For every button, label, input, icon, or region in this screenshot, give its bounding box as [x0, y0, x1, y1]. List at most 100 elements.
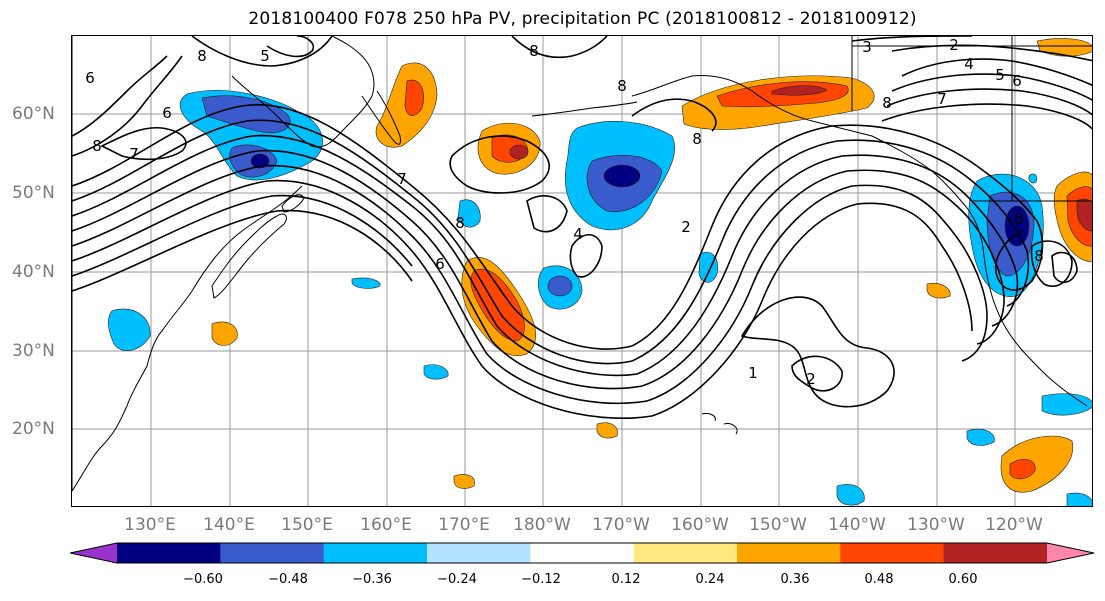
pv-contour — [100, 126, 187, 161]
colorbar-tick-label: 0.24 — [695, 572, 725, 587]
colorbar-tick-label: 0.36 — [780, 572, 810, 587]
map-canvas: 6 8 5 6 8 7 8 8 3 2 4 5 6 7 8 8 7 6 4 2 … — [72, 36, 1092, 506]
coastline-hawaii — [701, 413, 738, 435]
precip-blob — [596, 422, 618, 439]
pv-contour — [851, 36, 1092, 62]
precip-blob — [771, 85, 828, 96]
lon-label: 180°W — [513, 515, 571, 535]
pv-contour — [569, 233, 603, 278]
colorbar-segment — [633, 543, 738, 563]
precip-blob — [1009, 458, 1036, 480]
pv-contour — [526, 195, 568, 233]
precip-blob — [1004, 205, 1030, 247]
colorbar-extend-low — [70, 543, 117, 563]
contour-label: 5 — [260, 47, 270, 65]
colorbar-segment — [943, 543, 1048, 563]
lat-label: 50°N — [12, 183, 55, 203]
precip-blob — [926, 283, 951, 299]
colorbar-tick-label: −0.60 — [183, 572, 223, 587]
colorbar — [70, 542, 1095, 564]
pv-contour — [511, 36, 608, 59]
contour-label: 8 — [1034, 247, 1044, 265]
pv-contour — [72, 55, 183, 157]
contour-label: 7 — [397, 170, 407, 188]
contour-label: 6 — [435, 255, 445, 273]
pv-contour — [449, 135, 550, 194]
contour-label: 8 — [882, 94, 892, 112]
map-title: 2018100400 F078 250 hPa PV, precipitatio… — [248, 9, 917, 29]
colorbar-segment — [323, 543, 428, 563]
coastline-kamchatka — [361, 90, 401, 145]
colorbar-tick-label: 0.48 — [864, 572, 894, 587]
precip-blob — [966, 428, 995, 446]
precip-blob — [211, 321, 238, 346]
pv-contour — [72, 179, 973, 420]
colorbar-segment — [530, 543, 635, 563]
precip-blob — [1028, 173, 1038, 184]
pv-contour — [72, 209, 413, 292]
contour-label: 1 — [748, 364, 758, 382]
contour-label: 8 — [529, 42, 539, 60]
colorbar-segment — [220, 543, 325, 563]
colorbar-segment — [427, 543, 531, 563]
lon-label: 170°W — [592, 515, 650, 535]
pv-contour — [72, 194, 413, 277]
colorbar-segment — [840, 543, 945, 563]
contour-label: 7 — [937, 90, 947, 108]
contour-label: 8 — [197, 47, 207, 65]
contour-label: 8 — [92, 137, 102, 155]
pv-contour — [791, 355, 843, 392]
colorbar-segment — [737, 543, 841, 563]
colorbar-tick-label: −0.48 — [268, 572, 308, 587]
contour-label: 5 — [995, 66, 1005, 84]
contour-label: 7 — [129, 145, 139, 163]
contour-label: 6 — [162, 104, 172, 122]
lon-label: 150°E — [281, 515, 333, 535]
coastline-aleutians — [531, 101, 638, 117]
lat-label: 30°N — [12, 341, 55, 361]
pv-contour — [901, 58, 1092, 86]
lon-label: 150°W — [749, 515, 807, 535]
colorbar-tick-label: −0.12 — [521, 572, 561, 587]
colorbar-tick-label: 0.60 — [948, 572, 978, 587]
precip-blob — [603, 164, 641, 188]
contour-label: 6 — [1012, 72, 1022, 90]
contour-label: 8 — [692, 130, 702, 148]
precip-blob — [453, 474, 475, 489]
precip-blob — [250, 153, 270, 169]
lon-label: 170°E — [438, 515, 490, 535]
colorbar-tick-label: −0.24 — [437, 572, 477, 587]
contour-label: 8 — [617, 77, 627, 95]
lon-label: 120°W — [985, 515, 1043, 535]
contour-label: 4 — [573, 225, 583, 243]
lat-label: 60°N — [12, 104, 55, 124]
pv-contour — [891, 73, 1092, 101]
precip-blob — [351, 277, 381, 289]
contour-label: 8 — [455, 214, 465, 232]
colorbar-tick-label: −0.36 — [352, 572, 392, 587]
colorbar-outline — [70, 542, 1095, 564]
pv-contour — [631, 98, 717, 132]
colorbar-tick-label: 0.12 — [611, 572, 641, 587]
contour-label: 2 — [681, 218, 691, 236]
precip-blob — [1041, 393, 1092, 416]
pv-contour — [886, 88, 1092, 116]
precip-blob — [404, 79, 424, 116]
lon-label: 140°W — [828, 515, 886, 535]
lon-label: 140°E — [203, 515, 255, 535]
contour-label: 2 — [806, 370, 816, 388]
contour-label: 3 — [862, 38, 872, 56]
precip-blob — [1036, 38, 1092, 57]
map-plot-area[interactable]: 6 8 5 6 8 7 8 8 3 2 4 5 6 7 8 8 7 6 4 2 … — [71, 35, 1093, 507]
contour-labels: 6 8 5 6 8 7 8 8 3 2 4 5 6 7 8 8 7 6 4 2 … — [85, 36, 1044, 388]
colorbar-extend-high — [1047, 543, 1094, 563]
precip-positive — [211, 38, 1092, 493]
coastline-asia — [72, 36, 375, 492]
contour-label: 2 — [949, 36, 959, 54]
precip-blob — [1066, 492, 1092, 506]
precip-blob — [457, 199, 481, 228]
precip-negative — [108, 90, 1092, 506]
pv-contours — [72, 36, 1092, 420]
lon-label: 160°W — [671, 515, 729, 535]
lon-label: 130°W — [907, 515, 965, 535]
